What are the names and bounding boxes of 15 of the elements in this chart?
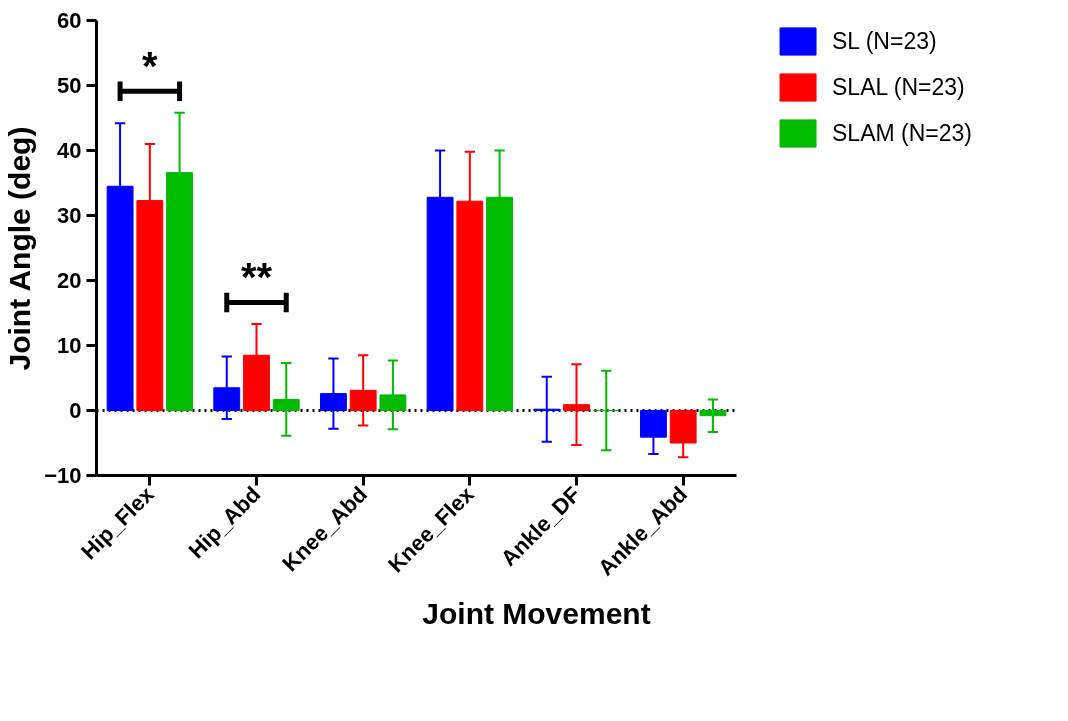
- annotation: *: [142, 44, 159, 89]
- y-tick-label: 0: [69, 398, 82, 423]
- annotation: **: [240, 255, 273, 300]
- legend-label: SLAM (N=23): [832, 119, 972, 147]
- y-axis-title: Joint Angle (deg): [3, 126, 37, 371]
- y-tick-label: −10: [44, 463, 82, 488]
- y-tick-label: 40: [57, 138, 82, 163]
- y-tick-label: 20: [57, 268, 82, 293]
- y-tick-label: 50: [57, 73, 82, 98]
- legend-label: SLAL (N=23): [832, 73, 965, 101]
- x-axis-title: Joint Movement: [422, 597, 651, 631]
- y-tick-label: 10: [57, 333, 82, 358]
- legend-label: SL (N=23): [832, 27, 937, 55]
- y-tick-label: 30: [57, 203, 82, 228]
- y-tick-label: 60: [57, 8, 82, 33]
